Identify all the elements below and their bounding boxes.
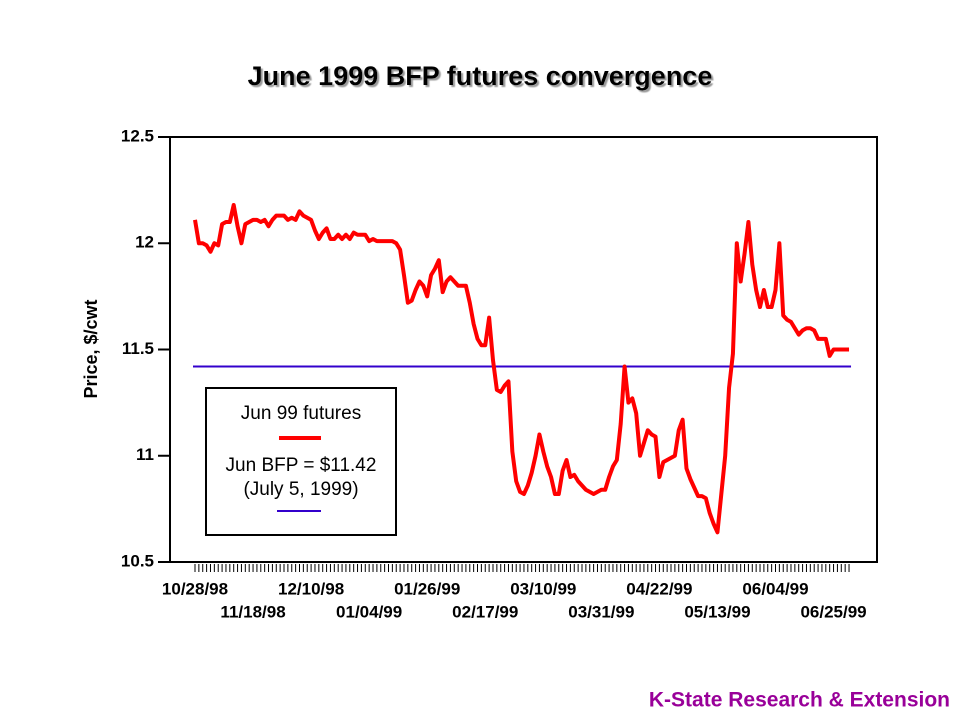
- x-tick-label: 04/22/99: [626, 579, 692, 598]
- legend-label: Jun BFP = $11.42: [226, 455, 377, 476]
- x-tick-label: 11/18/98: [220, 602, 285, 621]
- series-line: [193, 203, 850, 535]
- x-tick-label: 06/04/99: [742, 579, 808, 598]
- x-tick-label: 12/10/98: [278, 579, 344, 598]
- legend: Jun 99 futures Jun BFP = $11.42 (July 5,…: [205, 387, 397, 536]
- y-axis-label: Price, $/cwt: [81, 299, 101, 398]
- x-tick-label: 03/31/99: [568, 602, 634, 621]
- x-tick-label: 05/13/99: [684, 602, 750, 621]
- chart-title: June 1999 BFP futures convergence: [248, 61, 713, 91]
- x-tick-label: 06/25/99: [800, 602, 866, 621]
- y-tick-label: 12.5: [121, 126, 154, 145]
- x-tick-label: 01/04/99: [336, 602, 402, 621]
- legend-note: (July 5, 1999): [243, 479, 358, 500]
- y-tick-label: 12: [135, 233, 154, 252]
- footer: K-State Research & Extension: [649, 689, 950, 712]
- x-tick-label: 03/10/99: [510, 579, 576, 598]
- y-tick-label: 11.5: [122, 339, 154, 358]
- y-tick-label: 11: [136, 445, 154, 464]
- legend-label: Jun 99 futures: [241, 403, 361, 424]
- y-tick-label: 10.5: [121, 551, 154, 570]
- x-tick-label: 10/28/98: [162, 579, 228, 598]
- x-tick-label: 02/17/99: [452, 602, 518, 621]
- x-tick-label: 01/26/99: [394, 579, 460, 598]
